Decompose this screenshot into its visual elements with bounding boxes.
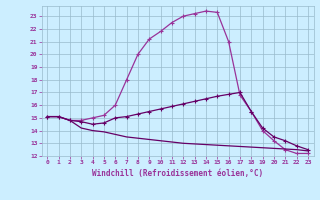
X-axis label: Windchill (Refroidissement éolien,°C): Windchill (Refroidissement éolien,°C) xyxy=(92,169,263,178)
